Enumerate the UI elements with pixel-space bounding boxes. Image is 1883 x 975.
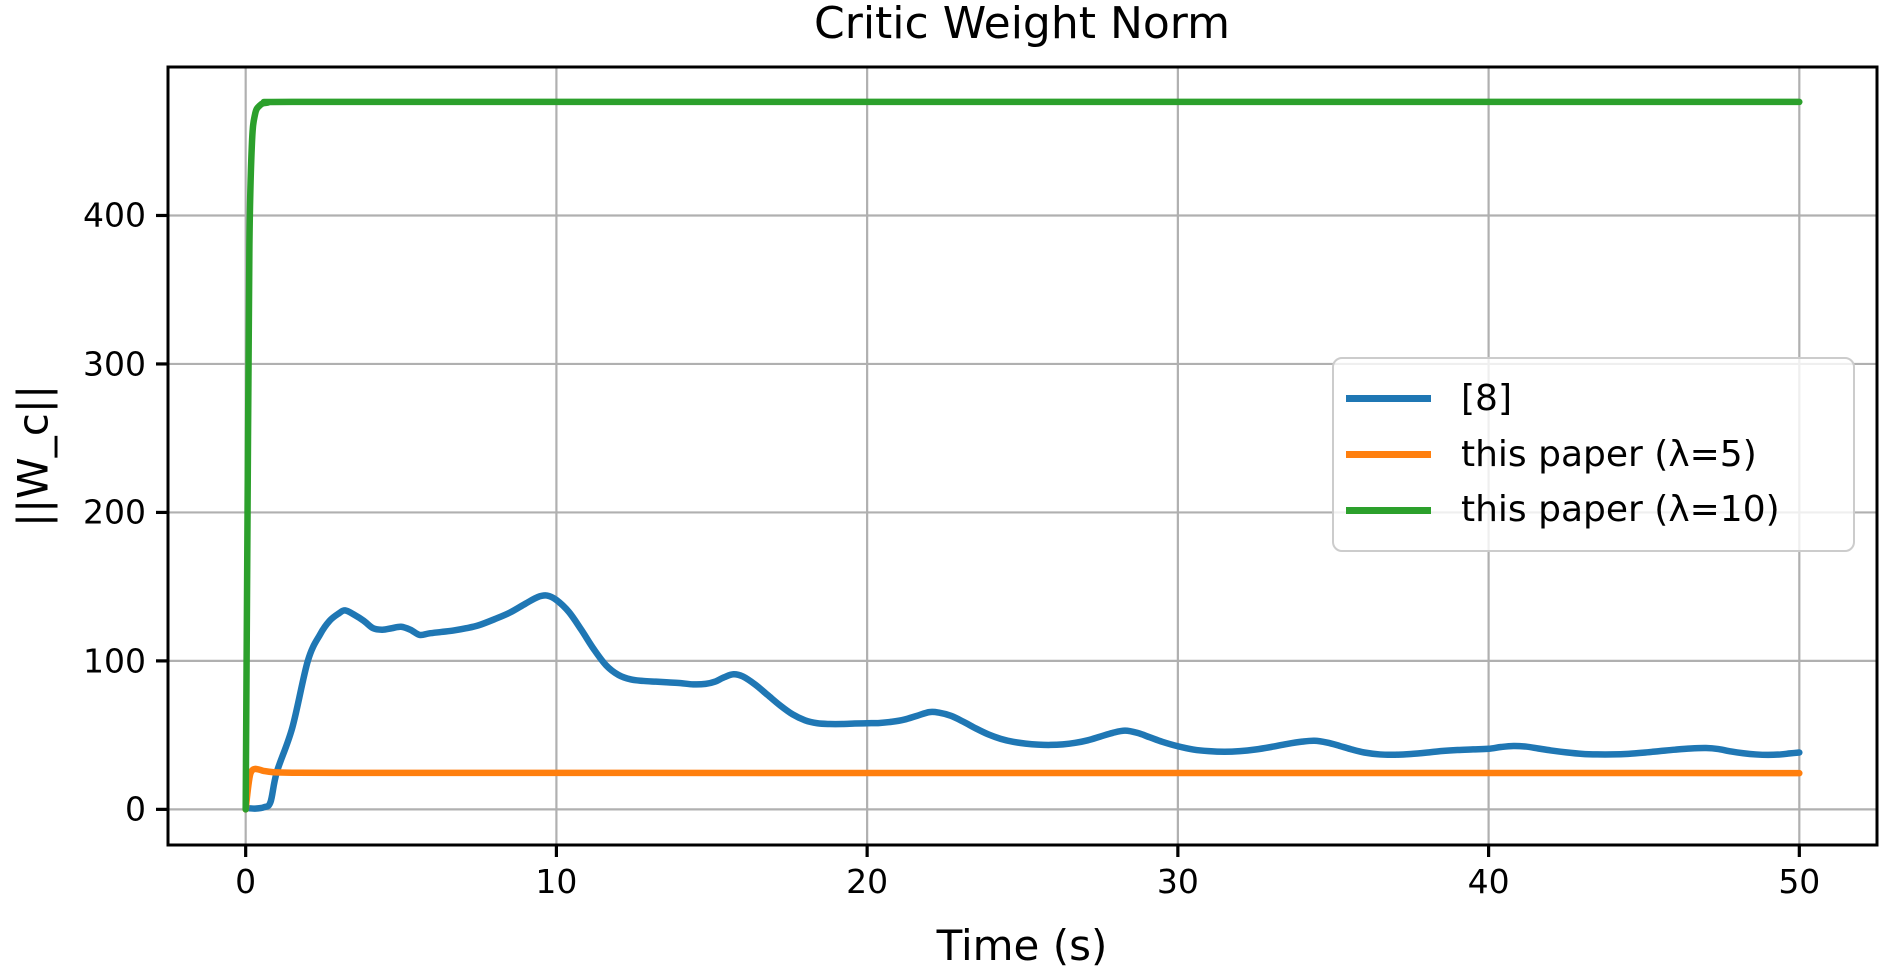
chart-title: Critic Weight Norm (814, 0, 1230, 49)
x-tick-label: 20 (846, 862, 889, 901)
y-tick-label: 100 (83, 641, 146, 681)
x-axis-label: Time (s) (936, 921, 1108, 970)
legend-label: [8] (1461, 378, 1512, 420)
legend-line-swatch-orange (1346, 450, 1431, 458)
y-tick-label: 200 (83, 492, 146, 532)
x-tick-label: 0 (235, 862, 257, 901)
series-line-2 (242, 98, 1803, 813)
legend: [8] this paper (λ=5) this paper (λ=10) (1332, 357, 1855, 552)
legend-label: this paper (λ=10) (1461, 489, 1780, 531)
series-line-1 (242, 765, 1803, 813)
series-line-0 (242, 592, 1803, 812)
x-tick-label: 10 (535, 862, 578, 901)
legend-item: this paper (λ=5) (1346, 435, 1853, 475)
y-tick-label: 400 (83, 195, 146, 235)
x-tick-label: 50 (1778, 862, 1821, 901)
legend-line-swatch-blue (1346, 395, 1431, 403)
legend-item: this paper (λ=10) (1346, 490, 1853, 530)
y-tick-label: 300 (83, 344, 146, 384)
axes-spines (166, 65, 1879, 847)
legend-item: [8] (1346, 379, 1853, 419)
x-tick-label: 30 (1156, 862, 1199, 901)
y-tick-label: 0 (125, 789, 146, 829)
legend-line-swatch-green (1346, 506, 1431, 514)
legend-label: this paper (λ=5) (1461, 433, 1757, 475)
y-axis-label: ||W_c|| (8, 384, 58, 528)
x-tick-label: 40 (1467, 862, 1510, 901)
